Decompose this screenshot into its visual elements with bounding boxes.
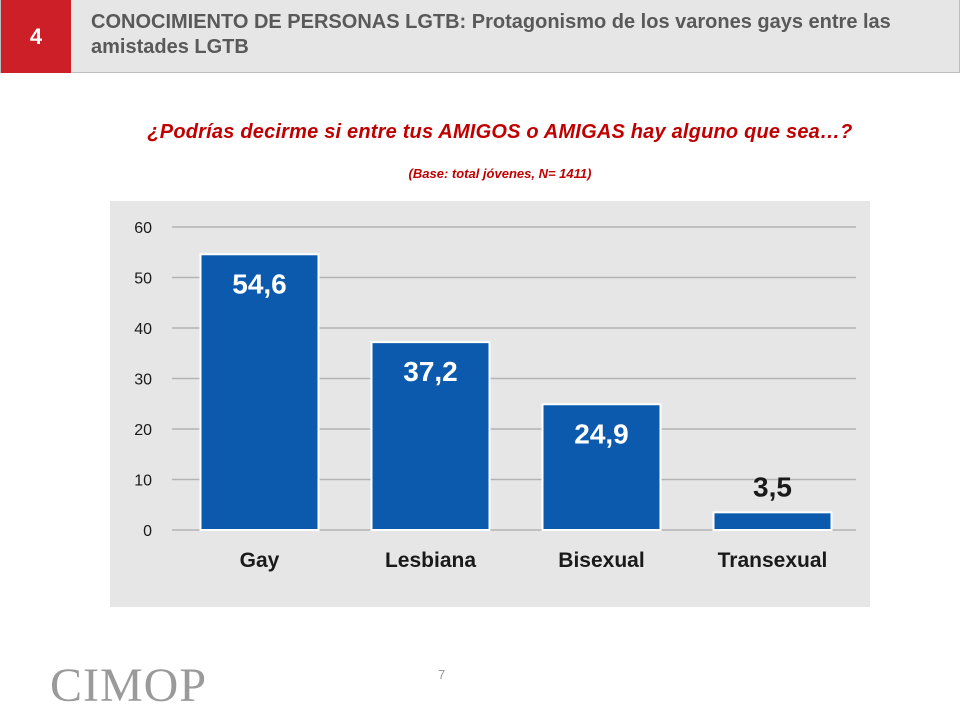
x-tick-label: Bisexual	[558, 549, 644, 572]
data-label: 3,5	[753, 471, 792, 502]
y-tick-label: 60	[134, 220, 152, 237]
y-tick-label: 20	[134, 422, 152, 439]
section-badge: 4	[1, 0, 71, 73]
survey-question: ¿Podrías decirme si entre tus AMIGOS o A…	[147, 121, 853, 143]
bar	[541, 403, 662, 532]
y-tick-label: 40	[134, 321, 152, 338]
bar	[712, 511, 833, 532]
header-bar: 4 CONOCIMIENTO DE PERSONAS LGTB: Protago…	[0, 0, 960, 73]
base-note: (Base: total jóvenes, N= 1411)	[408, 166, 592, 181]
cimop-logo: CIMOP	[50, 659, 208, 712]
y-tick-label: 10	[134, 473, 152, 490]
x-tick-label: Lesbiana	[385, 549, 476, 572]
bar	[199, 253, 320, 532]
x-tick-label: Transexual	[718, 549, 828, 572]
x-tick-label: Gay	[240, 549, 280, 572]
y-tick-label: 50	[134, 271, 152, 288]
y-tick-label: 30	[134, 372, 152, 389]
bar-chart: 0 10 20 30 40 50 60 54,6 Gay 37,2 Lesbiana 24,9 Bise…	[134, 220, 856, 572]
data-label: 37,2	[403, 356, 458, 387]
data-label: 24,9	[574, 418, 629, 449]
page-number: 7	[438, 667, 446, 682]
y-tick-label: 0	[143, 523, 152, 540]
data-label: 54,6	[232, 268, 287, 299]
chart-panel: 0 10 20 30 40 50 60 54,6 Gay 37,2 Lesbiana 24,9 Bise…	[110, 201, 870, 607]
page-title: CONOCIMIENTO DE PERSONAS LGTB: Protagoni…	[91, 11, 891, 58]
bar	[370, 341, 491, 531]
